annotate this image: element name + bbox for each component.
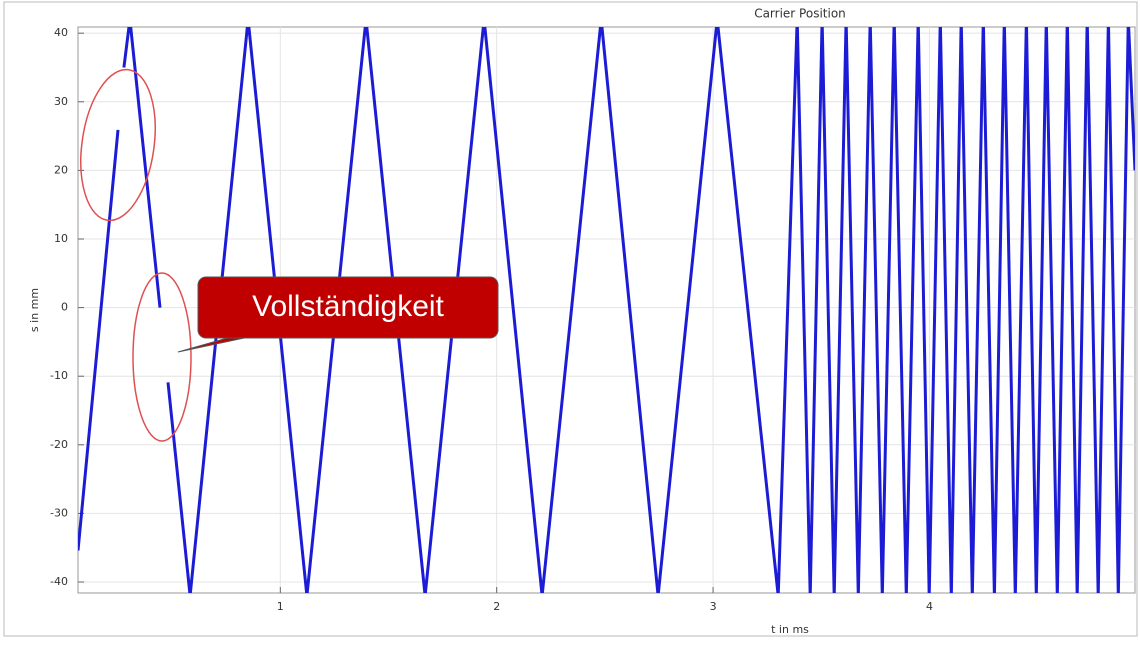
x-tick-label: 4: [926, 600, 933, 613]
y-tick-label: 40: [54, 26, 68, 39]
x-tick-label: 1: [277, 600, 284, 613]
y-tick-label: 0: [61, 301, 68, 314]
x-tick-label: 2: [493, 600, 500, 613]
data-line: [78, 27, 1135, 593]
y-tick-label: 10: [54, 232, 68, 245]
y-tick-label: 20: [54, 163, 68, 176]
y-tick-label: -10: [50, 369, 68, 382]
y-tick-label: -20: [50, 438, 68, 451]
y-axis-label: s in mm: [28, 288, 41, 332]
highlight-ellipse: [80, 68, 156, 222]
callout-box: [197, 276, 499, 339]
x-axis-label: t in ms: [771, 623, 809, 636]
callout-text: Vollständigkeit: [252, 290, 444, 323]
y-tick-label: -40: [50, 575, 68, 588]
chart-title: Carrier Position: [754, 7, 846, 21]
y-tick-label: -30: [50, 506, 68, 519]
y-tick-label: 30: [54, 95, 68, 108]
x-tick-label: 3: [710, 600, 717, 613]
highlight-ellipse: [132, 272, 192, 442]
